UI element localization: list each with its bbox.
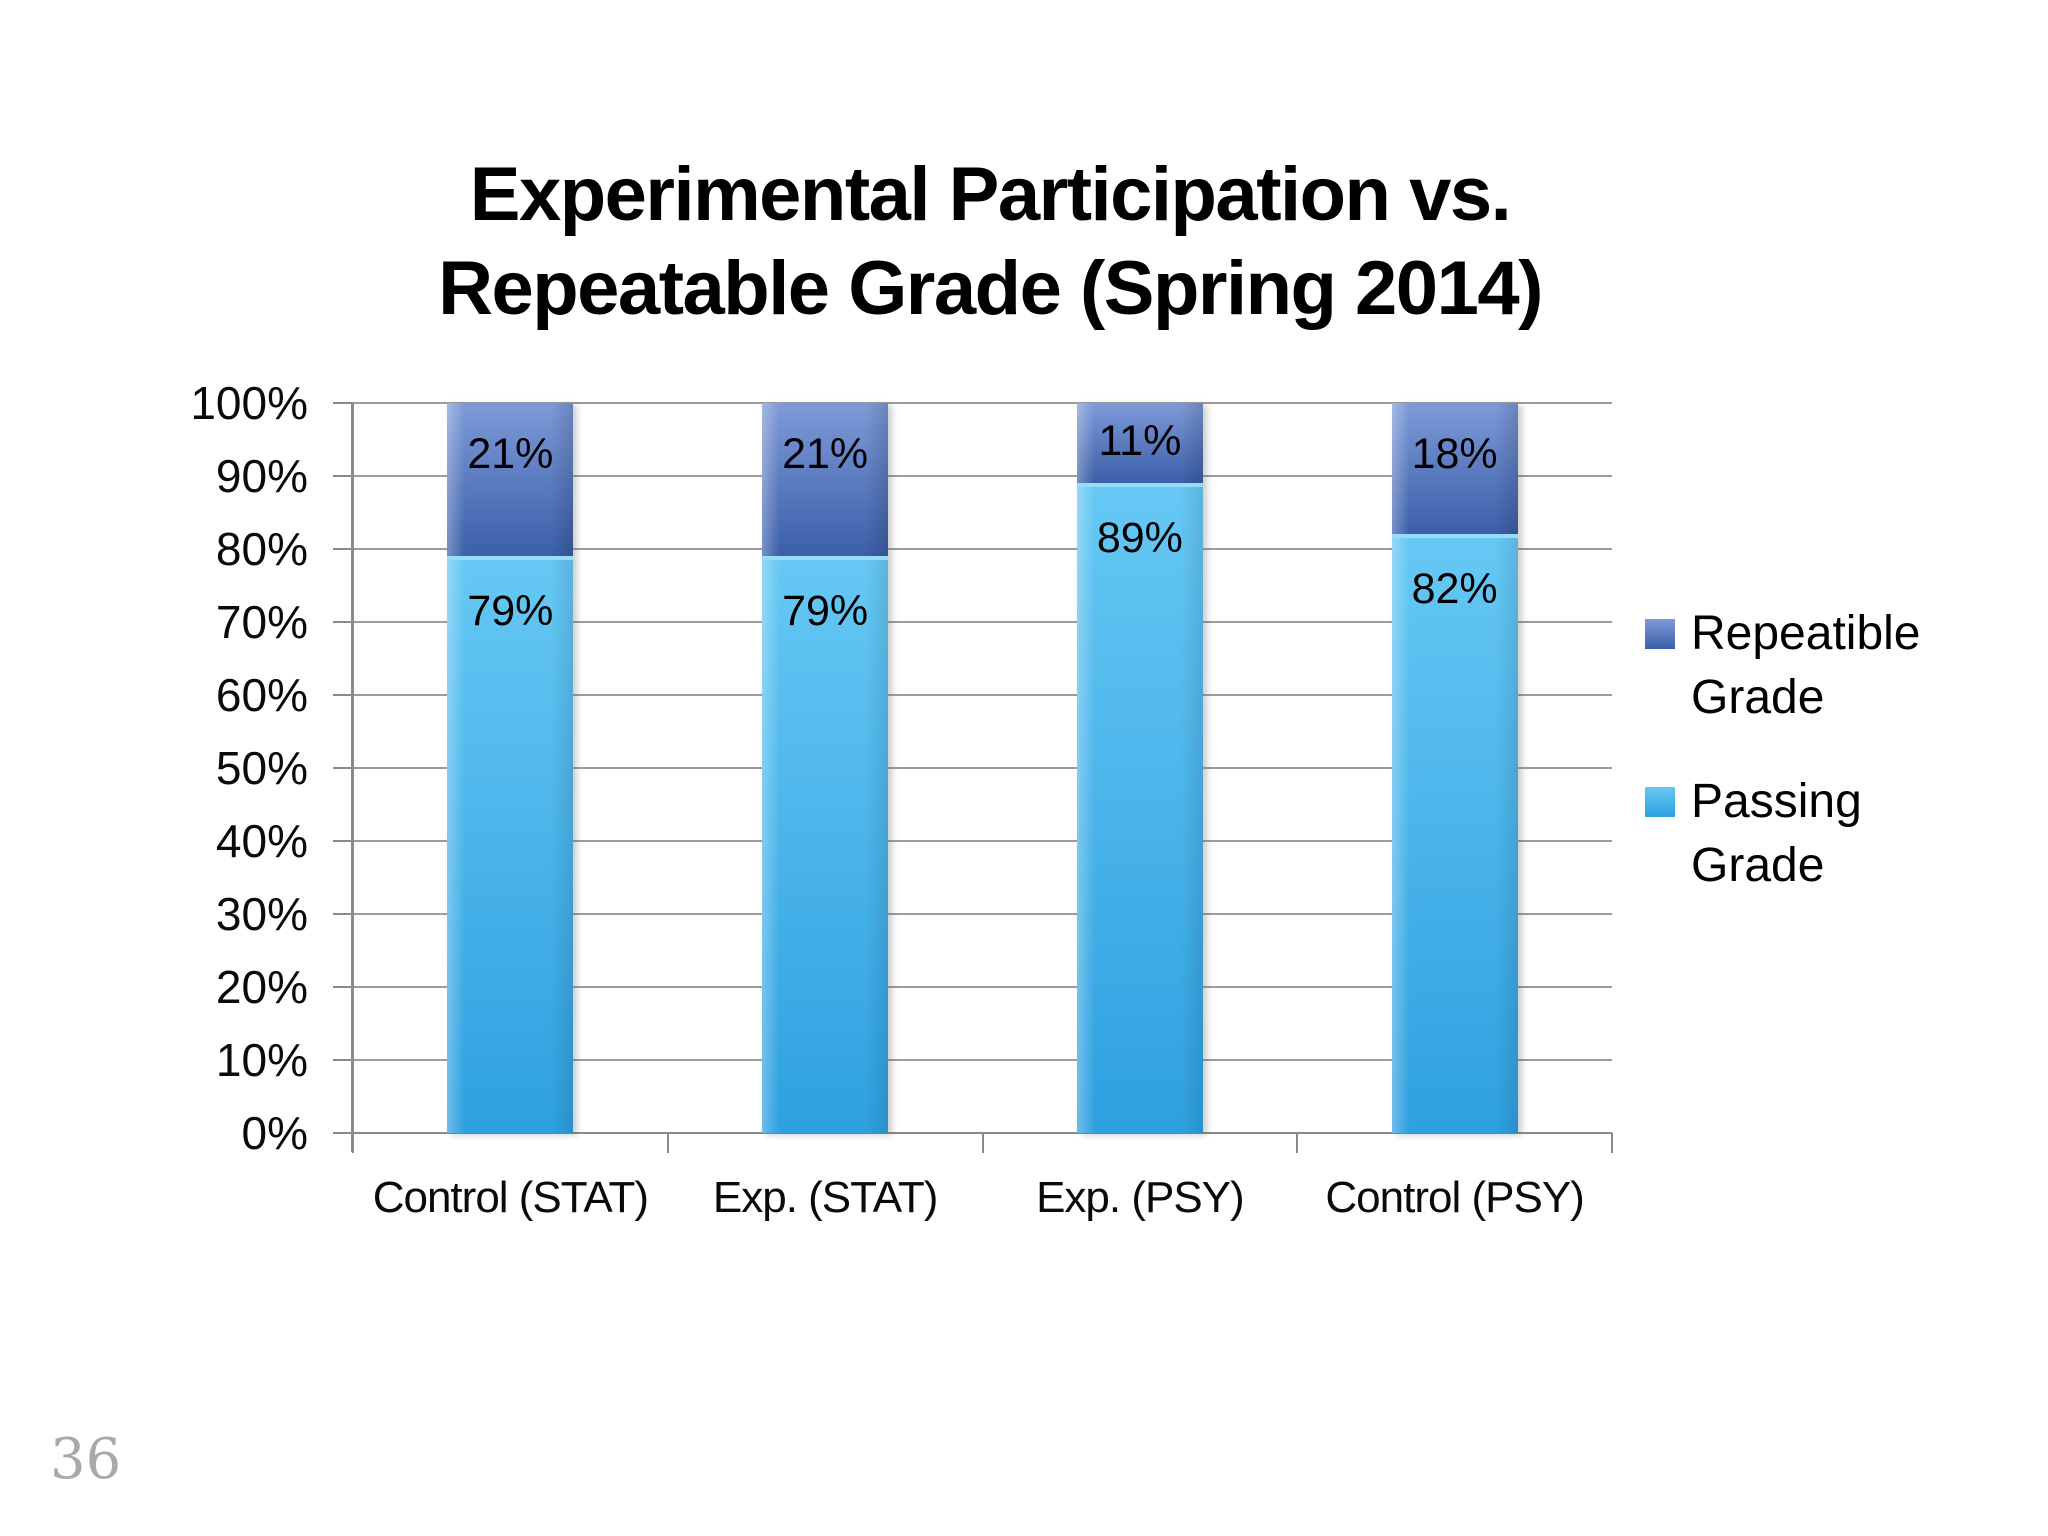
y-axis-tick-30 [333, 913, 353, 915]
x-axis-tick-0 [352, 1133, 354, 1153]
x-axis-label-control-stat: Control (STAT) [372, 1173, 649, 1222]
y-axis-tick-100 [333, 402, 353, 404]
y-axis-label-20: 20% [215, 961, 308, 1013]
y-axis-label-0: 0% [241, 1107, 308, 1159]
legend-swatch-repeatable-grade-icon [1645, 619, 1675, 649]
y-axis-tick-60 [333, 694, 353, 696]
y-axis-tick-90 [333, 475, 353, 477]
y-axis-label-90: 90% [215, 450, 308, 502]
data-label-repeatable: 21% [467, 430, 554, 478]
bar-control-psy: 18% 82% [1391, 403, 1518, 1133]
y-axis-label-30: 30% [215, 888, 308, 940]
legend-label-line: Passing [1691, 775, 1862, 828]
y-axis-label-70: 70% [215, 596, 308, 648]
y-axis-tick-70 [333, 621, 353, 623]
x-axis-tick-1 [666, 1133, 669, 1153]
y-axis-label-50: 50% [215, 742, 308, 794]
y-axis-label-80: 80% [215, 523, 308, 575]
legend: Repeatible Grade Passing Grade [1645, 602, 2035, 938]
gridline-40 [353, 840, 1612, 842]
segment-passing-grade: 79% [762, 556, 889, 1133]
gridline-70 [353, 621, 1612, 623]
chart-title: Experimental Participation vs. Repeatabl… [170, 148, 1810, 336]
legend-label-passing-grade: Passing Grade [1691, 770, 1862, 898]
segment-repeatable-grade: 21% [762, 403, 889, 557]
x-axis-label-exp-psy: Exp. (PSY) [1036, 1173, 1245, 1222]
gridline-50 [353, 767, 1612, 769]
segment-repeatable-grade: 18% [1391, 403, 1518, 535]
y-axis-tick-80 [333, 548, 353, 550]
y-axis-tick-0 [333, 1132, 353, 1134]
gridline-60 [353, 694, 1612, 696]
legend-swatch-passing-grade-icon [1645, 787, 1675, 817]
plot-area: 0% 10% 20% 30% 40% 50% 60% 70% 80% 90% 100% 21% 79% 2… [190, 377, 1613, 1159]
segment-repeatable-grade: 11% [1076, 403, 1203, 484]
legend-item-passing-grade: Passing Grade [1645, 770, 2035, 898]
x-axis-tick-3 [1296, 1133, 1299, 1153]
x-axis-label-control-psy: Control (PSY) [1325, 1173, 1584, 1222]
segment-passing-grade: 89% [1076, 483, 1203, 1133]
y-axis-line [351, 403, 354, 1152]
data-label-repeatable: 11% [1098, 417, 1182, 466]
legend-item-repeatable-grade: Repeatible Grade [1645, 602, 2035, 730]
bar-exp-stat: 21% 79% [762, 403, 889, 1133]
data-label-repeatable: 21% [782, 430, 869, 478]
data-label-passing: 82% [1411, 565, 1498, 614]
chart-title-line1: Experimental Participation vs. [469, 152, 1512, 237]
legend-label-line: Grade [1691, 671, 1825, 724]
y-axis-tick-40 [333, 840, 353, 842]
x-axis-tick-2 [981, 1133, 984, 1153]
legend-label-line: Repeatible [1691, 607, 1921, 660]
y-axis-tick-10 [333, 1059, 353, 1061]
gridline-20 [353, 986, 1612, 988]
gridline-100 [353, 402, 1612, 404]
y-axis-label-40: 40% [215, 815, 308, 867]
legend-label-repeatable-grade: Repeatible Grade [1691, 602, 1921, 730]
x-axis-labels: Control (STAT) Exp. (STAT) Exp. (PSY) Contr… [353, 1168, 1612, 1228]
y-axis-label-60: 60% [215, 669, 308, 721]
y-axis-tick-20 [333, 986, 353, 988]
data-label-repeatable: 18% [1411, 430, 1498, 478]
gridline-90 [353, 475, 1612, 477]
x-axis-label-exp-stat: Exp. (STAT) [712, 1173, 938, 1222]
y-axis-label-10: 10% [215, 1034, 308, 1086]
segment-passing-grade: 79% [447, 556, 574, 1133]
segment-passing-grade: 82% [1391, 534, 1518, 1133]
data-label-passing: 89% [1096, 514, 1183, 563]
data-label-passing: 79% [782, 587, 869, 636]
bar-exp-psy: 11% 89% [1076, 403, 1203, 1133]
segment-repeatable-grade: 21% [447, 403, 574, 557]
bar-control-stat: 21% 79% [447, 403, 574, 1133]
chart-title-line2: Repeatable Grade (Spring 2014) [438, 246, 1543, 331]
gridline-80 [353, 548, 1612, 550]
page-number: 36 [50, 1427, 122, 1492]
legend-label-line: Grade [1691, 839, 1825, 892]
x-axis-tick-4 [1611, 1133, 1613, 1153]
gridline-30 [353, 913, 1612, 915]
data-label-passing: 79% [467, 587, 554, 636]
gridline-10 [353, 1059, 1612, 1061]
y-axis-label-100: 100% [190, 377, 308, 429]
y-axis-tick-50 [333, 767, 353, 769]
